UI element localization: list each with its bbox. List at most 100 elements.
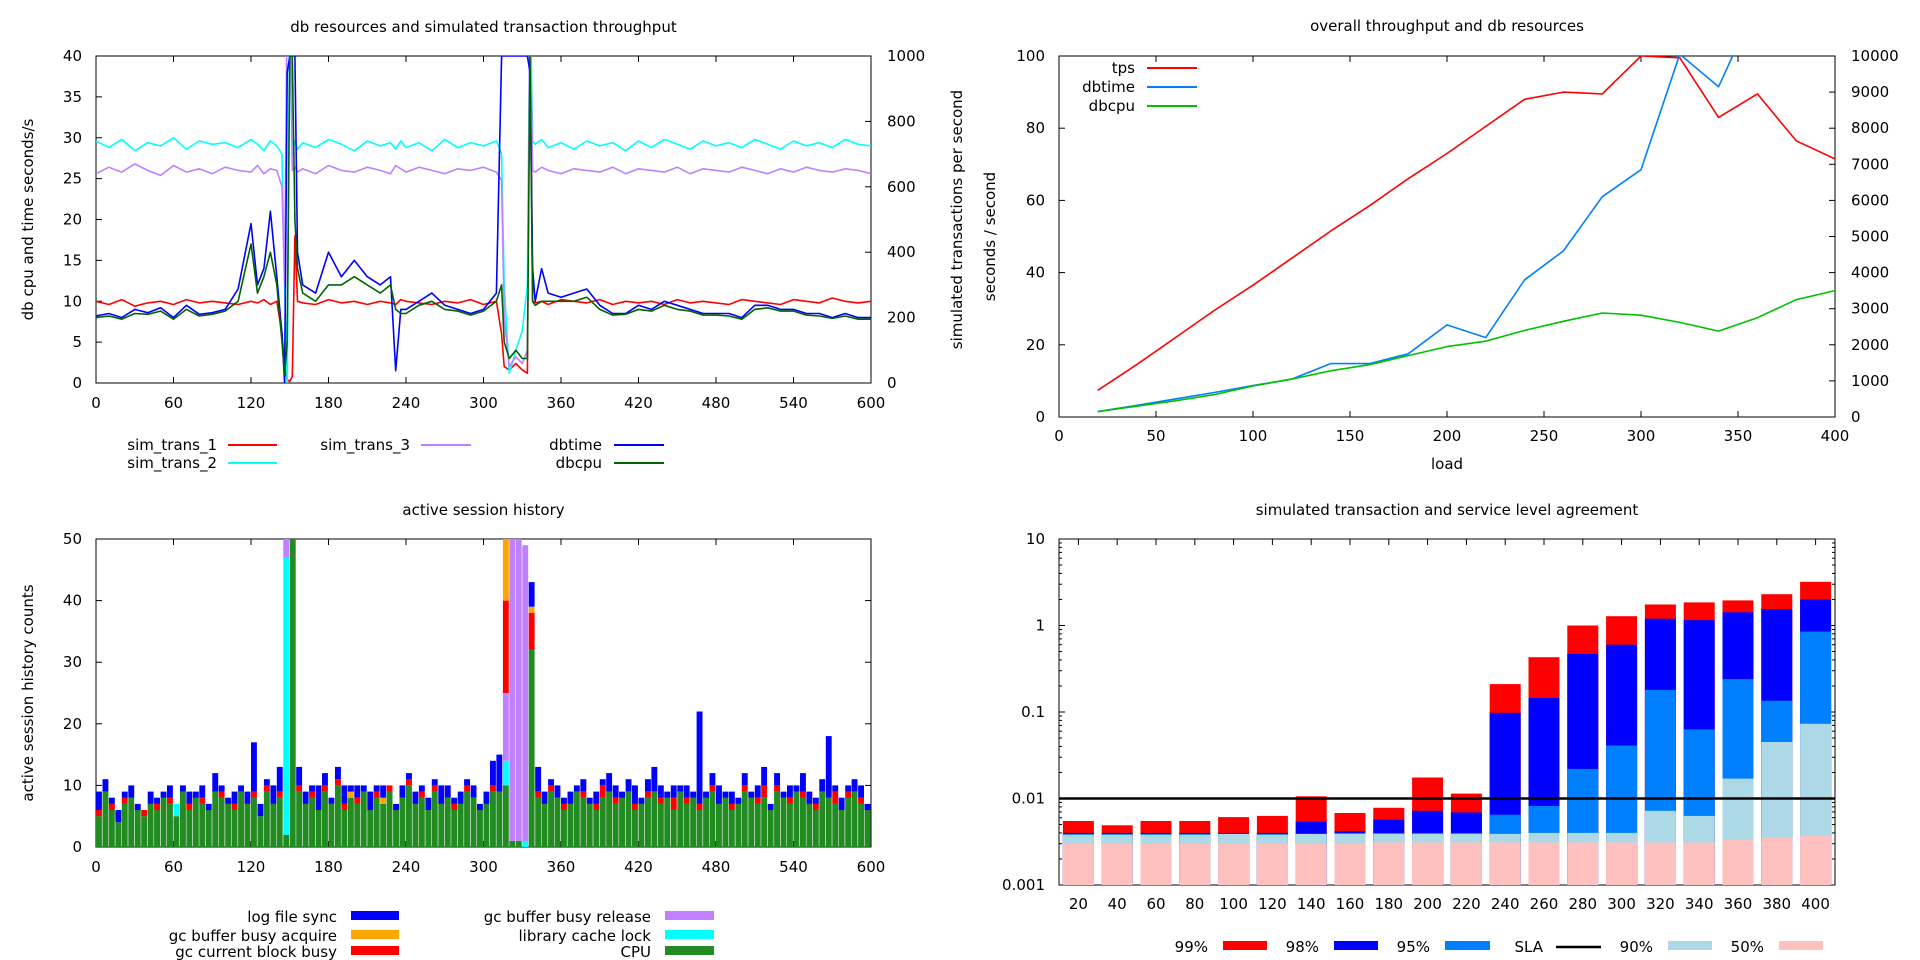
ash-bar-cpu [154, 810, 160, 847]
ash-bar-gc-buffer-busy-release [515, 539, 522, 841]
ash-bar-gc-current-block-busy [218, 791, 225, 798]
y-tick-label: 40 [63, 592, 82, 610]
x-tick-label: 300 [1607, 895, 1636, 913]
ash-bar-gc-current-block-busy [186, 803, 193, 811]
ash-bar-cpu [548, 791, 554, 847]
ash-bar-log-file-sync [483, 791, 490, 804]
y-tick-label: 20 [63, 715, 82, 733]
x-tick-label: 80 [1185, 895, 1204, 913]
ash-bar-gc-buffer-busy-release [522, 545, 529, 841]
x-tick-label: 350 [1724, 427, 1753, 445]
x-tick-label: 0 [1054, 427, 1064, 445]
legend-label: 99% [1175, 938, 1208, 956]
chart-1 [95, 538, 872, 955]
bar-50-360 [1722, 840, 1754, 885]
ash-bar-log-file-sync [160, 791, 167, 798]
ash-bar-cpu [96, 816, 102, 847]
x-tick-label: 280 [1568, 895, 1597, 913]
ash-bar-cpu [709, 791, 716, 847]
ash-bar-log-file-sync [664, 791, 671, 798]
y-tick-label: 40 [63, 47, 82, 65]
ash-bar-gc-current-block-busy [774, 785, 780, 792]
legend-label: 95% [1397, 938, 1430, 956]
x-tick-label: 60 [1146, 895, 1165, 913]
x-tick-label: 540 [779, 394, 808, 412]
x-tick-label: 240 [1491, 895, 1520, 913]
ash-bar-library-cache-lock [522, 840, 529, 847]
y-tick-label: 30 [63, 653, 82, 671]
y-tick-label: 100 [1016, 47, 1045, 65]
ash-bar-log-file-sync [328, 797, 335, 804]
ash-bar-gc-current-block-busy [451, 803, 458, 811]
ash-bar-gc-current-block-busy [296, 785, 303, 792]
x-tick-label: 540 [779, 858, 808, 876]
x-tick-label: 260 [1530, 895, 1559, 913]
ash-bar-cpu [722, 797, 729, 847]
y-tick-label: 15 [63, 251, 82, 269]
ash-bar-cpu [199, 803, 206, 847]
x-tick-label: 250 [1530, 427, 1559, 445]
ash-bar-log-file-sync [606, 773, 613, 792]
ash-bar-log-file-sync [754, 785, 761, 798]
ash-bar-cpu [735, 803, 742, 847]
y-tick-label: 0.001 [1002, 876, 1045, 894]
bar-50-220 [1450, 842, 1482, 885]
x-tick-label: 120 [237, 394, 266, 412]
ash-bar-log-file-sync [341, 785, 348, 804]
ash-bar-log-file-sync [690, 791, 697, 798]
bar-50-380 [1761, 837, 1793, 885]
legend-swatch-gc-buffer-busy-release [665, 911, 714, 920]
ash-bar-log-file-sync [102, 779, 109, 792]
ash-bar-log-file-sync [464, 779, 470, 786]
ash-bar-log-file-sync [251, 742, 257, 792]
ash-bar-log-file-sync [741, 773, 748, 786]
y-tick-label: 60 [1026, 191, 1045, 209]
ash-bar-cpu [108, 810, 115, 847]
ash-bar-log-file-sync [257, 803, 264, 817]
ash-bar-gc-current-block-busy [670, 797, 677, 810]
plot-frame [1058, 538, 1836, 886]
ash-bar-gc-current-block-busy [561, 803, 567, 811]
ash-bar-gc-current-block-busy [761, 785, 768, 798]
ash-bar-log-file-sync [825, 736, 832, 798]
legend-swatch-gc-buffer-busy-acquire [351, 930, 399, 939]
ash-bar-log-file-sync [244, 791, 251, 804]
ash-bar-cpu [819, 791, 826, 847]
x-axis-label: load [1431, 455, 1463, 473]
y2-tick-label: 5000 [1851, 228, 1889, 246]
ash-bar-cpu [787, 803, 793, 847]
ash-bar-log-file-sync [748, 791, 755, 798]
ash-bar-cpu [399, 797, 406, 847]
ash-bar-gc-buffer-busy-acquire [502, 539, 509, 601]
ash-bar-log-file-sync [573, 785, 580, 792]
legend-label: dbcpu [1089, 97, 1135, 115]
ash-bar-log-file-sync [96, 791, 102, 811]
ash-bar-gc-current-block-busy [580, 791, 587, 798]
ash-bar-cpu [218, 797, 225, 847]
x-tick-label: 480 [702, 394, 731, 412]
ash-bar-cpu [289, 539, 296, 847]
legend-label: sim_trans_2 [127, 454, 217, 473]
ash-bar-cpu [121, 803, 128, 847]
ash-bar-log-file-sync [812, 797, 819, 804]
chart-title: simulated transaction and service level … [1256, 501, 1639, 519]
ash-bar-cpu [651, 791, 658, 847]
ash-bar-log-file-sync [716, 785, 722, 804]
legend-label: sim_trans_1 [127, 436, 217, 455]
bar-50-100 [1218, 843, 1250, 885]
x-tick-label: 180 [314, 858, 343, 876]
x-tick-label: 180 [314, 394, 343, 412]
x-tick-label: 360 [547, 394, 576, 412]
y2-tick-label: 4000 [1851, 264, 1889, 282]
ash-bar-cpu [554, 797, 561, 847]
ash-bar-gc-current-block-busy [141, 810, 148, 817]
ash-bar-gc-current-block-busy [812, 803, 819, 811]
legend-label: dbcpu [556, 454, 602, 472]
ash-bar-cpu [270, 803, 277, 847]
ash-bar-log-file-sync [496, 754, 503, 792]
x-tick-label: 120 [1258, 895, 1287, 913]
ash-bar-gc-buffer-busy-acquire [347, 791, 354, 798]
bar-50-120 [1256, 843, 1288, 885]
ash-bar-log-file-sync [302, 791, 309, 804]
ash-bar-cpu [296, 791, 303, 847]
